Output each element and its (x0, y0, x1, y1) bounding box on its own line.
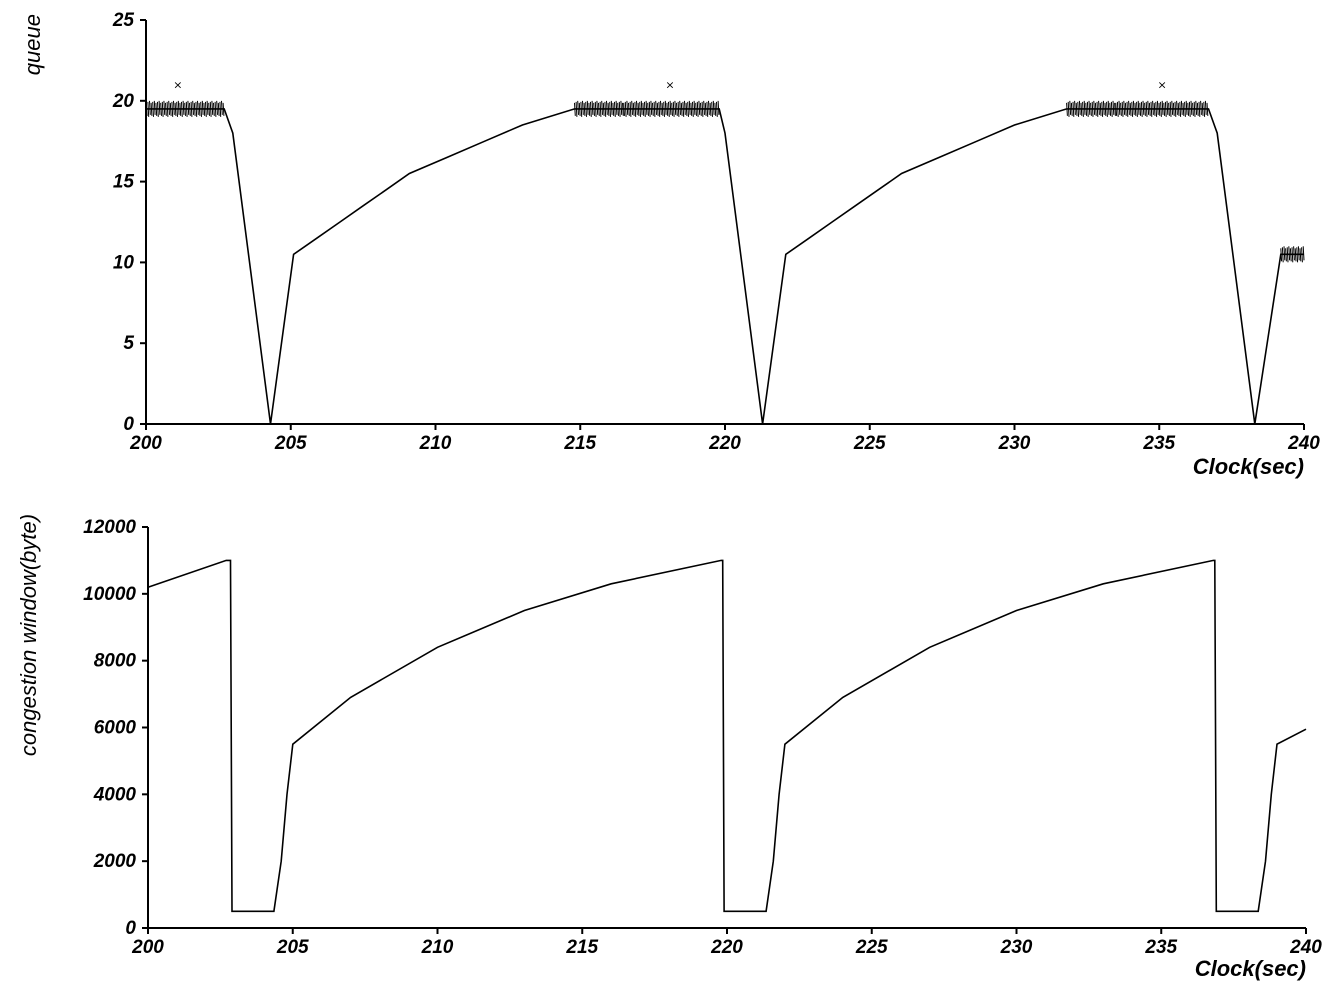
queue-chart: queue Clock(sec) 0 5 10 15 20 25 200 205 210 215 2… (20, 10, 1320, 479)
congestion-window-chart: congestion window(byte) Clock(sec) 0 2000… (16, 514, 1322, 981)
x-tick-label: 220 (708, 433, 741, 454)
drop-marker: × (173, 79, 182, 92)
queue-x-axis-title: Clock(sec) (1193, 454, 1304, 479)
series-line (147, 559, 1307, 913)
y-tick-label: 12000 (83, 517, 136, 538)
x-tick-label: 235 (1142, 433, 1175, 454)
series-line (146, 108, 1304, 425)
x-tick-label: 210 (419, 433, 452, 454)
y-tick-label: 25 (112, 10, 135, 31)
x-tick-label: 240 (1287, 433, 1320, 454)
x-tick-label: 215 (563, 433, 596, 454)
cwnd-x-axis-title: Clock(sec) (1195, 956, 1306, 981)
y-tick-label: 10 (113, 252, 135, 273)
y-tick-label: 2000 (93, 851, 137, 872)
queue-y-axis-title: queue (20, 14, 45, 75)
x-tick-label: 225 (853, 433, 886, 454)
y-tick-label: 0 (123, 414, 134, 435)
x-tick-label: 200 (131, 937, 164, 958)
x-tick-label: 230 (998, 433, 1031, 454)
x-tick-label: 205 (276, 937, 309, 958)
y-tick-label: 5 (123, 333, 134, 354)
y-tick-label: 10000 (83, 584, 136, 605)
x-tick-label: 205 (274, 433, 307, 454)
x-tick-label: 235 (1144, 937, 1177, 958)
x-tick-label: 230 (1000, 937, 1033, 958)
cwnd-y-axis-title: congestion window(byte) (16, 514, 41, 756)
x-tick-label: 220 (710, 937, 743, 958)
x-tick-label: 200 (129, 433, 162, 454)
drop-marker: × (665, 79, 674, 92)
y-tick-label: 20 (112, 91, 135, 112)
y-tick-label: 4000 (93, 784, 137, 805)
y-tick-label: 8000 (94, 651, 137, 672)
x-tick-label: 240 (1289, 937, 1322, 958)
y-tick-label: 15 (113, 172, 135, 193)
x-tick-label: 225 (855, 937, 888, 958)
x-tick-label: 215 (565, 937, 598, 958)
drop-marker: × (1158, 79, 1167, 92)
y-tick-label: 6000 (94, 718, 137, 739)
x-tick-label: 210 (421, 937, 454, 958)
queue-jitter-band (145, 100, 1305, 263)
y-tick-label: 0 (125, 918, 136, 939)
